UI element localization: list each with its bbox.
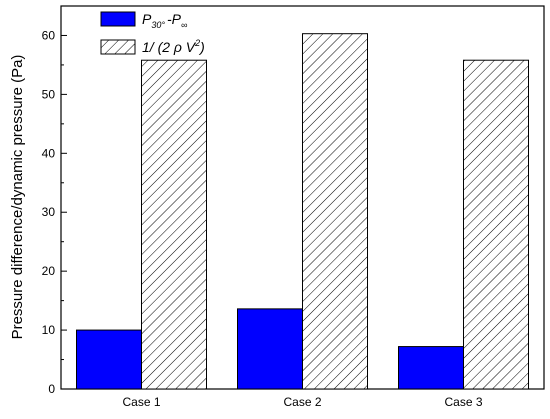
bar-pressure-difference (76, 329, 142, 390)
y-tick-label: 60 (42, 28, 56, 42)
y-tick-label: 20 (42, 264, 56, 278)
legend-swatch-solid (100, 11, 136, 27)
bars-group (76, 33, 529, 390)
legend-label-pressure-difference: P30° -P∞ (142, 11, 187, 30)
y-axis-ticks: 0 10 20 30 40 50 60 (42, 5, 67, 396)
x-axis-ticks: Case 1 Case 2 Case 3 (122, 383, 483, 409)
y-tick-label: 30 (42, 205, 56, 219)
legend: P30° -P∞ 1/ (2 ρ V2) (100, 11, 205, 55)
bar-pressure-difference (398, 346, 464, 390)
y-tick-label: 10 (42, 323, 56, 337)
y-tick-label: 0 (48, 382, 55, 396)
x-tick-label: Case 3 (444, 395, 482, 409)
bar-dynamic-pressure (141, 59, 207, 390)
bar-pressure-difference (237, 308, 303, 390)
x-tick-label: Case 2 (283, 395, 321, 409)
y-tick-label: 40 (42, 146, 56, 160)
y-tick-label: 50 (42, 87, 56, 101)
y-axis-title: Pressure difference/dynamic pressure (Pa… (9, 55, 26, 340)
x-tick-label: Case 1 (122, 395, 160, 409)
bar-dynamic-pressure (463, 59, 529, 390)
legend-label-dynamic-pressure: 1/ (2 ρ V2) (142, 38, 205, 55)
legend-swatch-hatched (100, 39, 136, 55)
bar-dynamic-pressure (302, 33, 368, 390)
